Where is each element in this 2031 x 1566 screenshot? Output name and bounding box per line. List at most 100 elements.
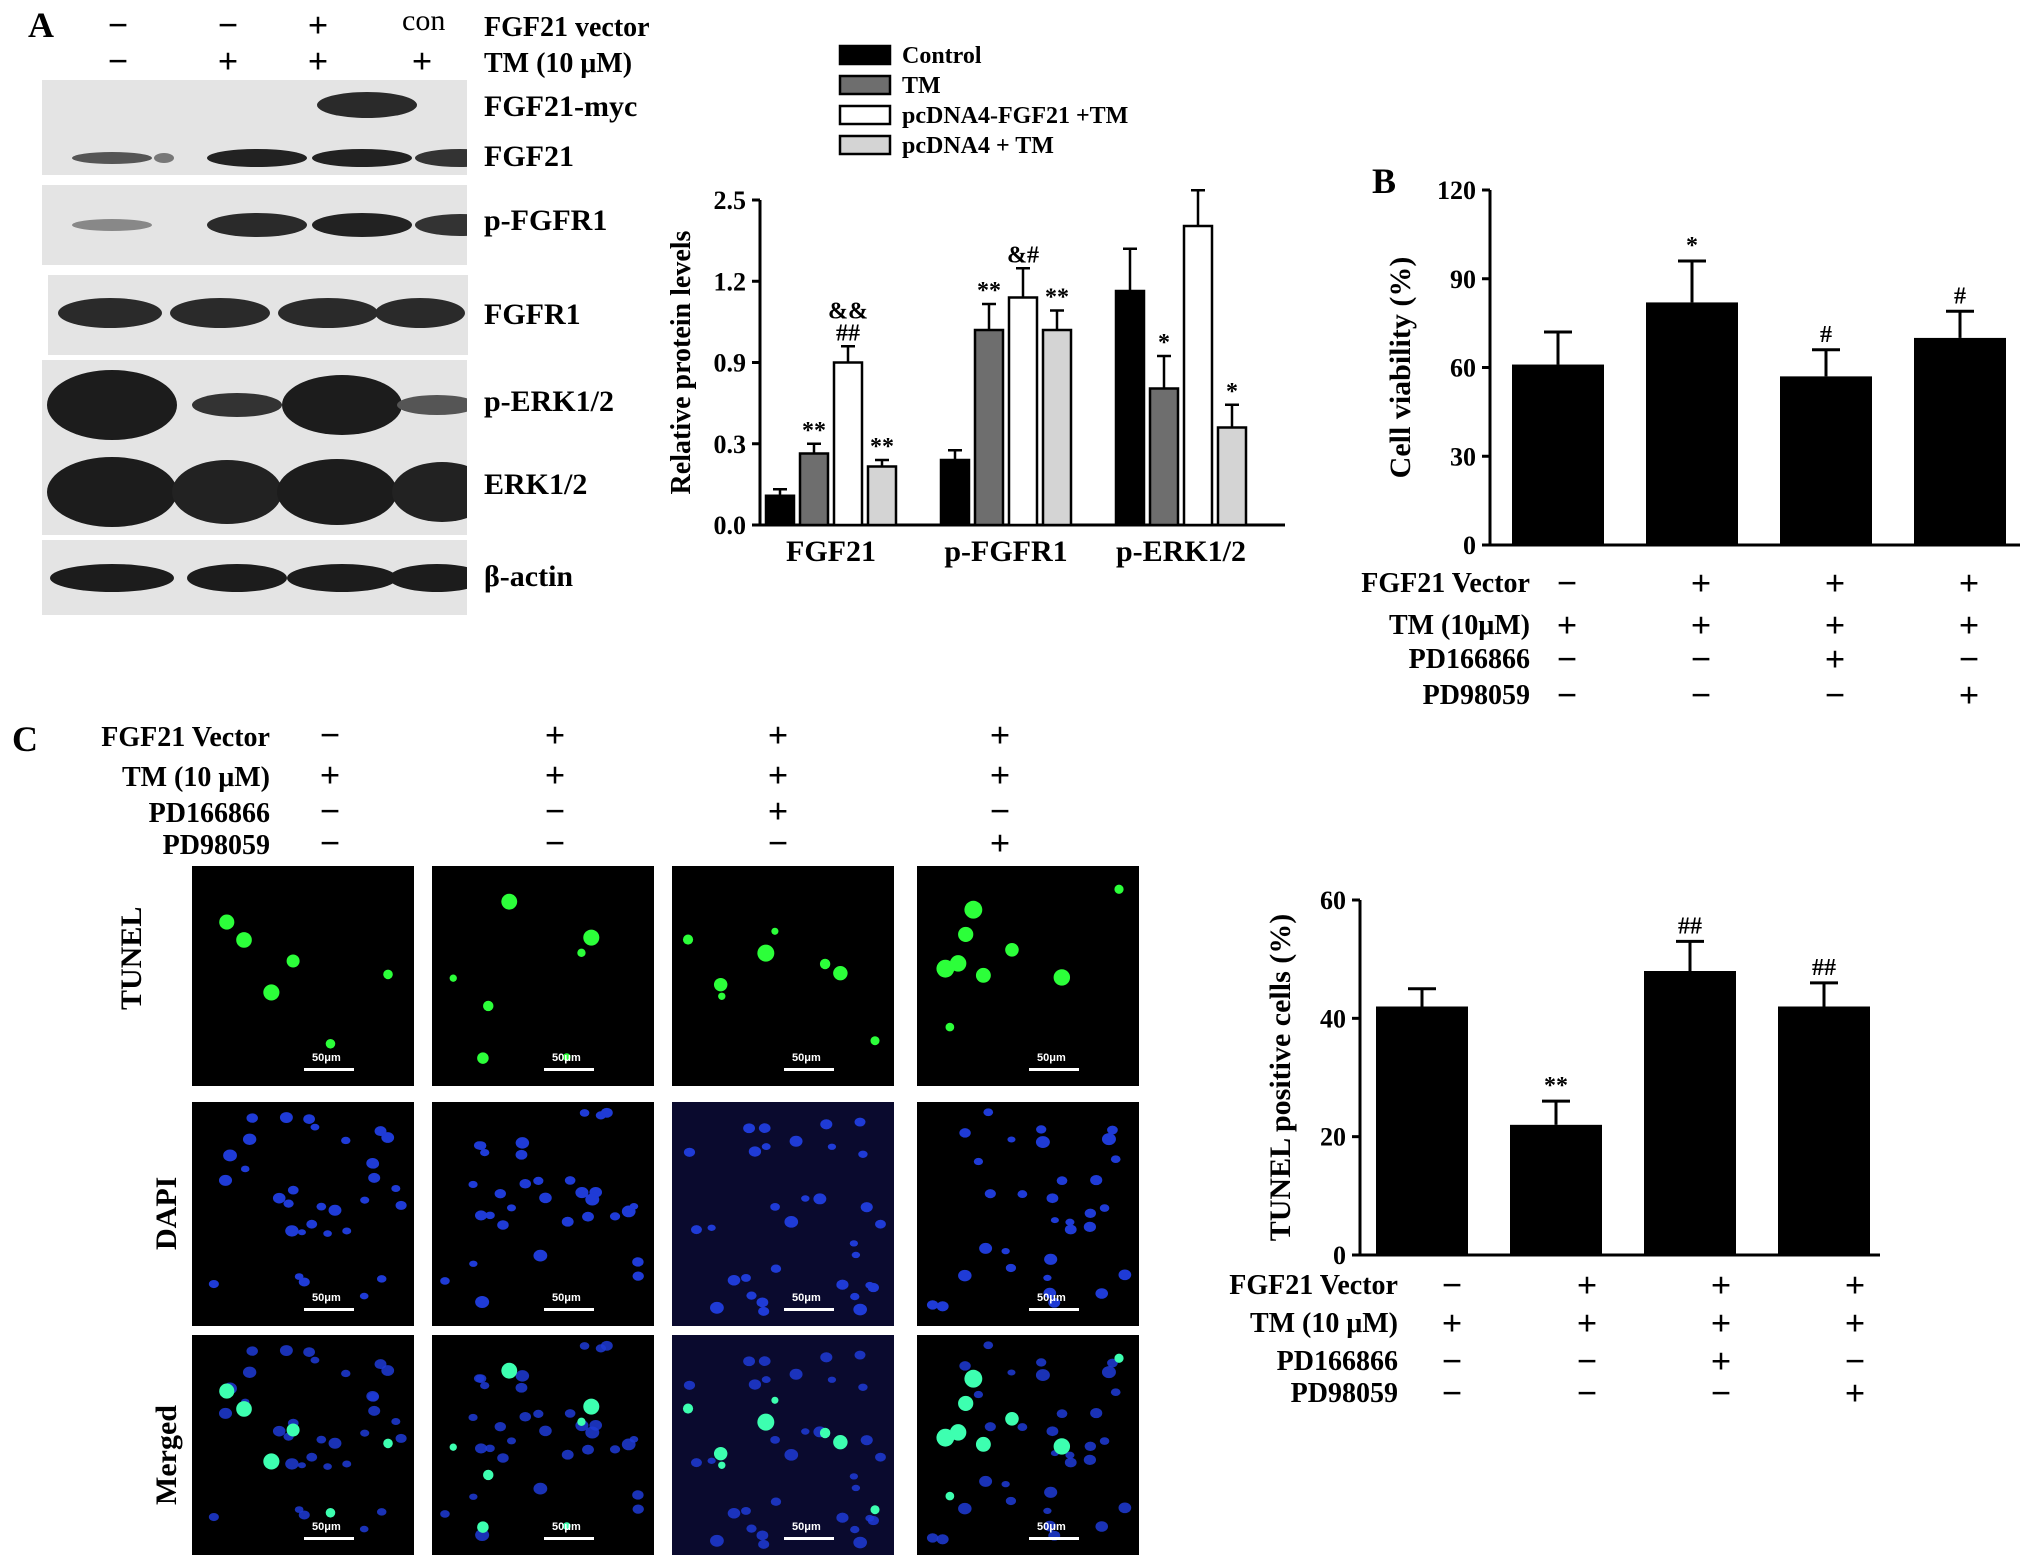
dapi-nucleus [1044,1253,1058,1265]
tunel-cell [718,1461,726,1469]
panel-b-sign: + [1958,605,1980,645]
tunel-cell [577,1417,586,1427]
blot-erk [42,450,492,535]
dapi-nucleus [285,1458,299,1470]
dapi-nucleus [297,1462,306,1469]
dapi-nucleus [342,1227,352,1235]
microscopy-image: 50μm [672,1102,894,1326]
dapi-nucleus [761,1143,771,1151]
dapi-nucleus [1107,1125,1118,1135]
dapi-nucleus [1043,1274,1052,1282]
dapi-nucleus [306,1219,318,1229]
tunel-cell [1053,1438,1071,1455]
chart-b-cell-viability: 0 30 60 90 120 Cell viability (%) * # # [1384,176,2020,560]
dapi-nucleus [391,1185,401,1193]
panel-c-sign: + [989,715,1011,755]
dapi-nucleus [1118,1269,1132,1281]
tunel-cell [236,1401,252,1417]
dapi-nucleus [1095,1521,1109,1532]
dapi-nucleus [959,1361,971,1371]
panel-b-sign: − [1824,675,1846,715]
dapi-nucleus [854,1117,866,1127]
microscopy-image: 50μm [917,1335,1139,1555]
panel-c-sign: + [989,823,1011,863]
tunel-cell [833,965,848,981]
dapi-nucleus [875,1219,886,1229]
dapi-nucleus [1090,1175,1103,1186]
dapi-nucleus [328,1437,342,1449]
dapi-nucleus [208,1279,219,1289]
scale-bar-label: 50μm [792,1292,821,1304]
panel-b-sign: − [1690,675,1712,715]
dapi-nucleus [376,1508,387,1516]
dapi-nucleus [746,1291,757,1300]
chart-c-annotation: ** [1544,1073,1568,1099]
chart-a-bar [1216,426,1248,527]
microscopy-image: 50μm [192,866,414,1086]
chart-c-y-label: TUNEL positive cells (%) [1264,914,1297,1242]
chart-a-x-tick-label: FGF21 [786,535,876,568]
dapi-nucleus [533,1482,548,1495]
panel-c-sign: − [544,791,566,831]
tunel-cell [949,1424,967,1441]
blot-p-fgfr1 [42,185,505,265]
dapi-nucleus [242,1366,257,1378]
dapi-nucleus [575,1186,589,1199]
dapi-nucleus [758,1539,770,1549]
chart-a-legend-label: pcDNA4-FGF21 +TM [902,103,1128,129]
dapi-nucleus [303,1347,315,1357]
scale-bar-label: 50μm [552,1521,581,1533]
panel-b-sign: − [1556,639,1578,679]
blot-label-beta-actin: β-actin [484,560,574,593]
dapi-nucleus [756,1297,769,1308]
scale-bar [784,1308,834,1311]
scale-bar [544,1068,594,1071]
scale-bar-label: 50μm [792,1052,821,1064]
dapi-nucleus [632,1490,644,1500]
chart-c-bar [1510,1124,1602,1255]
dapi-nucleus [582,1211,594,1222]
panel-b-sign: − [1958,639,1980,679]
dapi-nucleus [983,1341,994,1350]
panel-c-chart-sign: − [1710,1373,1732,1413]
chart-c-bar [1644,971,1736,1255]
panel-c-sign: + [767,755,789,795]
dapi-nucleus [316,1202,327,1211]
microscopy-cells [208,1112,407,1300]
chart-b-y-tick-label: 120 [1437,176,1476,205]
dapi-nucleus [1005,1496,1017,1506]
microscopy-image: 50μm [672,866,894,1086]
dapi-nucleus [564,1176,576,1185]
blot-label-fgf21-myc: FGF21-myc [484,90,638,123]
tunel-cell [1114,1353,1124,1363]
scale-bar [544,1537,594,1540]
dapi-nucleus [973,1157,984,1166]
panel-c-chart-sign: + [1710,1265,1732,1305]
dapi-nucleus [1095,1288,1109,1299]
tunel-cell [219,1383,235,1399]
microscopy-image: 50μm [432,1102,654,1326]
tunel-cell [477,1052,489,1064]
dapi-nucleus [1046,1193,1059,1204]
dapi-nucleus [310,1356,320,1364]
chart-a-annotation: ** [1045,285,1069,311]
panel-b-sign: + [1824,639,1846,679]
tunel-cell [936,1428,955,1447]
dapi-nucleus [850,1292,860,1301]
dapi-nucleus [310,1123,320,1131]
tunel-cell [236,932,252,948]
panel-b-condition-label: FGF21 Vector [1361,568,1530,599]
dapi-nucleus [813,1193,827,1205]
dapi-nucleus [1101,1133,1116,1146]
dapi-nucleus [820,1352,833,1363]
dapi-nucleus [1110,1155,1121,1164]
dapi-nucleus [801,1428,810,1435]
panel-a-letter: A [28,5,54,45]
dapi-nucleus [756,1530,769,1541]
dapi-nucleus [1043,1507,1052,1515]
dapi-nucleus [784,1215,799,1228]
panel-c-chart-sign: + [1576,1303,1598,1343]
panel-c-chart-sign: − [1844,1341,1866,1381]
dapi-nucleus [341,1369,351,1378]
panel-b-sign: + [1824,563,1846,603]
